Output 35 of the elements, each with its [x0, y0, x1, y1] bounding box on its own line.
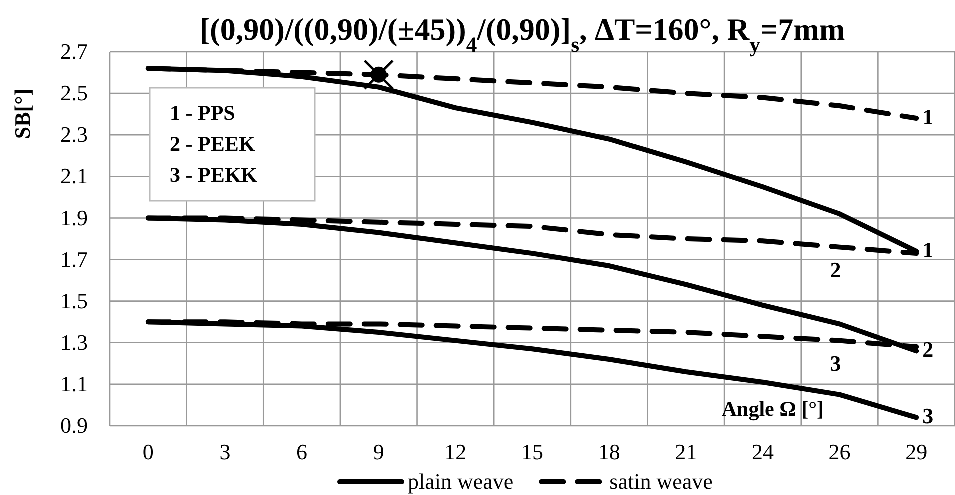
annotation: 2: [922, 337, 934, 362]
x-tick-label: 21: [675, 440, 698, 465]
y-tick-label: 0.9: [60, 413, 88, 438]
x-tick-label: 24: [752, 440, 774, 465]
x-tick-label: 18: [598, 440, 620, 465]
x-tick-label: 26: [828, 440, 851, 465]
y-tick-label: 2.7: [60, 39, 88, 64]
y-axis-title: SB[°]: [10, 88, 35, 140]
y-tick-label: 1.1: [60, 371, 88, 396]
x-tick-label: 6: [296, 440, 308, 465]
annotation: 2 - PEEK: [170, 132, 256, 156]
x-tick-label: 9: [373, 440, 384, 465]
x-tick-label: 3: [220, 440, 231, 465]
x-tick-label: 15: [522, 440, 544, 465]
y-tick-label: 1.9: [60, 205, 88, 230]
y-tick-label: 2.3: [60, 122, 88, 148]
y-tick-label: 2.1: [60, 164, 88, 189]
y-tick-label: 1.7: [60, 246, 88, 272]
annotation: 3: [830, 350, 842, 376]
annotation: 3 - PEKK: [170, 163, 258, 187]
y-tick-label: 1.5: [60, 288, 88, 314]
legend-label: plain weave: [408, 469, 514, 494]
legend-label: satin weave: [610, 469, 713, 494]
x-axis-title: Angle Ω [°]: [722, 397, 824, 421]
annotation: 2: [830, 257, 842, 282]
annotation: 1: [922, 237, 934, 262]
y-tick-label: 1.3: [60, 330, 88, 355]
chart-title: [(0,90)/((0,90)/(±45))$_{4}$/(0,90)]$_{s}$, ΔT=160°, R$_{y}$=7mm: [200, 12, 846, 57]
x-tick-label: 0: [142, 440, 154, 465]
y-tick-label: 2.5: [60, 80, 88, 106]
x-tick-label: 29: [906, 440, 928, 465]
x-tick-label: 12: [444, 440, 467, 465]
annotation: 1: [922, 104, 934, 130]
annotation: 3: [922, 404, 934, 429]
annotation: 1 - PPS: [170, 101, 236, 125]
